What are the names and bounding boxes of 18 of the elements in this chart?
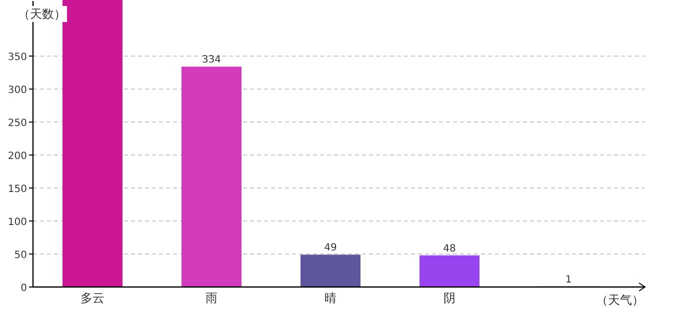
x-tick-label: 多云	[80, 291, 104, 305]
x-axis-title: （天气）	[596, 293, 644, 307]
y-tick-label: 350	[8, 52, 27, 64]
y-tick-label: 50	[14, 250, 27, 262]
data-label: 49	[324, 242, 337, 254]
x-tick-label: 雨	[206, 291, 218, 305]
y-tick-label: 100	[8, 217, 27, 228]
y-tick-label: 200	[8, 151, 27, 162]
y-tick-label: 250	[8, 118, 27, 130]
y-axis-title: （天数）	[18, 7, 66, 21]
x-tick-label: 阴	[444, 291, 456, 305]
y-tick-label: 0	[20, 283, 27, 294]
data-label: 334	[202, 54, 222, 66]
y-tick-label: 300	[8, 85, 27, 96]
data-label: 48	[443, 243, 456, 254]
data-label: 1	[565, 274, 572, 286]
y-tick-label: 150	[8, 184, 27, 196]
x-tick-label: 晴	[324, 291, 336, 305]
